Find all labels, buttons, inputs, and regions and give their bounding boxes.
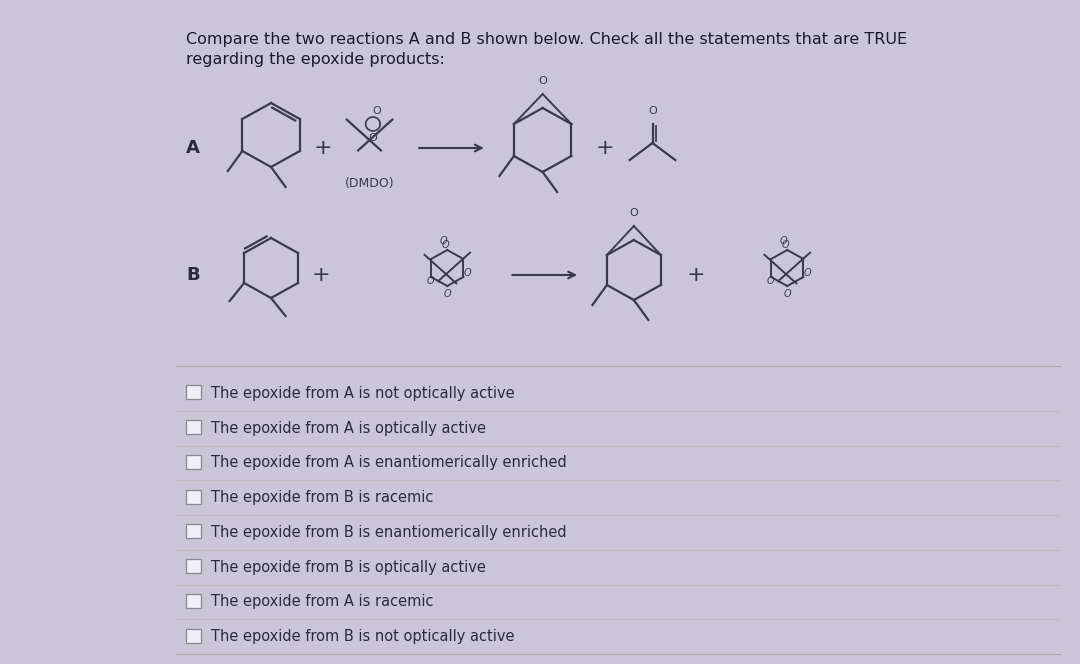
- Text: O: O: [464, 268, 472, 278]
- Text: The epoxide from B is not optically active: The epoxide from B is not optically acti…: [211, 629, 514, 644]
- Text: +: +: [311, 265, 330, 285]
- Text: +: +: [595, 138, 615, 158]
- Text: O: O: [442, 240, 449, 250]
- Text: The epoxide from B is enantiomerically enriched: The epoxide from B is enantiomerically e…: [211, 525, 567, 540]
- Text: The epoxide from A is racemic: The epoxide from A is racemic: [211, 594, 433, 610]
- Text: The epoxide from A is not optically active: The epoxide from A is not optically acti…: [211, 386, 514, 401]
- Bar: [186, 455, 201, 469]
- Bar: [186, 594, 201, 608]
- Text: The epoxide from A is enantiomerically enriched: The epoxide from A is enantiomerically e…: [211, 456, 567, 470]
- Bar: [186, 629, 201, 643]
- Text: O: O: [648, 106, 657, 116]
- Text: O: O: [372, 106, 381, 116]
- Text: +: +: [313, 138, 333, 158]
- Text: O: O: [440, 236, 447, 246]
- Bar: [186, 420, 201, 434]
- Text: regarding the epoxide products:: regarding the epoxide products:: [186, 52, 445, 67]
- Text: A: A: [186, 139, 200, 157]
- Text: O: O: [368, 133, 377, 143]
- Text: O: O: [767, 276, 774, 286]
- Bar: [186, 489, 201, 503]
- Text: O: O: [780, 236, 787, 246]
- Text: (DMDO): (DMDO): [345, 177, 394, 190]
- Text: O: O: [427, 276, 434, 286]
- Text: +: +: [687, 265, 705, 285]
- Text: O: O: [783, 289, 791, 299]
- Bar: [186, 525, 201, 539]
- Text: O: O: [630, 208, 638, 218]
- Text: O: O: [804, 268, 812, 278]
- Text: O: O: [538, 76, 546, 86]
- Text: O: O: [444, 289, 451, 299]
- Text: O: O: [781, 240, 789, 250]
- Text: The epoxide from B is racemic: The epoxide from B is racemic: [211, 490, 433, 505]
- Bar: [186, 559, 201, 573]
- Text: The epoxide from B is optically active: The epoxide from B is optically active: [211, 560, 486, 574]
- Text: Compare the two reactions A and B shown below. Check all the statements that are: Compare the two reactions A and B shown …: [186, 32, 907, 47]
- Text: The epoxide from A is optically active: The epoxide from A is optically active: [211, 420, 486, 436]
- Bar: [186, 385, 201, 399]
- Text: B: B: [186, 266, 200, 284]
